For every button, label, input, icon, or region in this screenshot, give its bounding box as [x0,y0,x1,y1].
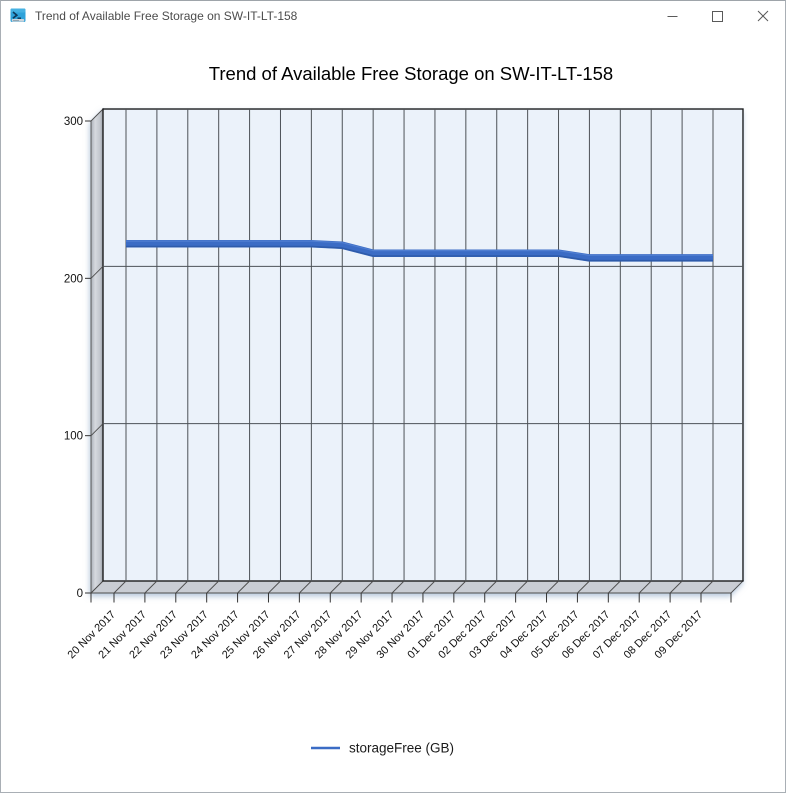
floor-separator [113,580,127,594]
floor-separator [577,580,590,594]
y-axis-label: 0 [77,588,83,600]
minimize-icon [667,15,678,17]
chart-plot: Trend of Available Free Storage on SW-IT… [64,63,745,756]
wall-3d [90,107,104,595]
floor-separator [700,580,714,594]
chart-title: Trend of Available Free Storage on SW-IT… [209,63,613,84]
chart-area: Trend of Available Free Storage on SW-IT… [1,31,785,792]
titlebar[interactable]: Trend of Available Free Storage on SW-IT… [1,1,785,31]
maximize-icon [712,10,723,22]
series-line-highlight [126,240,713,256]
floor-separator [546,580,559,594]
gridlines [103,109,743,594]
floor-separator [669,580,683,594]
y-axis-labels: 0 100 200 300 [64,116,83,600]
series-line-main [126,239,713,262]
minimize-button[interactable] [650,2,695,31]
app-icon [10,8,26,22]
floor-separator [515,580,528,594]
window-title: Trend of Available Free Storage on SW-IT… [35,9,298,23]
floor-separator [638,580,652,594]
floor-separator [453,580,467,594]
y-axis-label: 300 [64,116,83,128]
floor-separator [607,580,621,594]
y-tick-notch [90,266,104,279]
floor-separator [299,580,312,594]
maximize-button[interactable] [695,2,740,31]
floor-separator [360,580,374,594]
floor-separator [484,580,498,594]
floor-separator [175,580,189,594]
series-line [126,239,713,262]
floor-separator [237,580,250,594]
plot-3d-box [89,107,745,595]
floor-separator [391,580,405,594]
close-icon [757,10,768,22]
axis-ticks [85,120,732,603]
floor-separator [144,580,158,594]
window-controls [650,2,785,31]
series-line-shade [126,245,713,262]
y-axis-label: 200 [64,273,83,285]
y-axis-label: 100 [64,431,83,443]
legend: storageFree (GB) [311,741,454,756]
y-tick-notch [90,423,104,436]
floor-separator [329,580,343,594]
floor-separator [268,580,281,594]
legend-label: storageFree (GB) [349,741,454,756]
plot-background [102,108,744,582]
floor-separator [422,580,436,594]
floor-separator [206,580,220,594]
close-button[interactable] [740,2,785,31]
